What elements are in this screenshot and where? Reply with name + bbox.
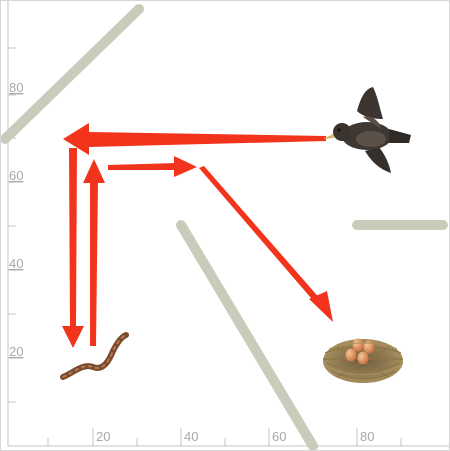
arrow-inner-to-middle [108,156,197,177]
arrow-middle-to-nest [199,166,333,322]
axes: 80 60 40 20 20 40 60 80 [7,1,449,447]
bird-nest-with-eggs-icon [323,338,404,383]
walls [1,4,448,450]
x-tick-label-60: 60 [272,429,286,444]
arrows [62,123,333,348]
y-tick-label-20: 20 [9,344,23,359]
x-tick-label-40: 40 [184,429,198,444]
arrow-worm-to-inner-corner [83,159,105,346]
wall-diagonal-center [176,220,318,450]
arrow-bird-to-corner [63,123,326,155]
x-tick-label-20: 20 [96,429,110,444]
worm-icon [60,332,129,380]
y-tick-label-40: 40 [9,256,23,271]
arrow-corner-to-worm [62,148,84,348]
x-tick-label-80: 80 [360,429,374,444]
y-tick-label-80: 80 [9,80,23,95]
flying-bird-icon [323,87,411,173]
y-tick-label-60: 60 [9,168,23,183]
wall-top-left [1,4,144,144]
